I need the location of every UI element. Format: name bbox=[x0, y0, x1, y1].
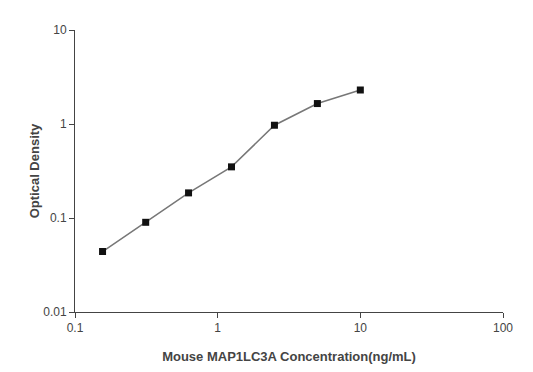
svg-text:10: 10 bbox=[354, 321, 368, 335]
svg-text:0.1: 0.1 bbox=[67, 321, 84, 335]
svg-text:0.1: 0.1 bbox=[50, 211, 67, 225]
svg-text:10: 10 bbox=[53, 23, 67, 37]
svg-text:100: 100 bbox=[493, 321, 513, 335]
svg-text:Optical Density: Optical Density bbox=[27, 123, 42, 218]
svg-text:0.01: 0.01 bbox=[43, 305, 67, 319]
svg-text:Mouse MAP1LC3A Concentration(n: Mouse MAP1LC3A Concentration(ng/mL) bbox=[162, 349, 416, 364]
svg-text:1: 1 bbox=[214, 321, 221, 335]
svg-text:1: 1 bbox=[60, 117, 67, 131]
